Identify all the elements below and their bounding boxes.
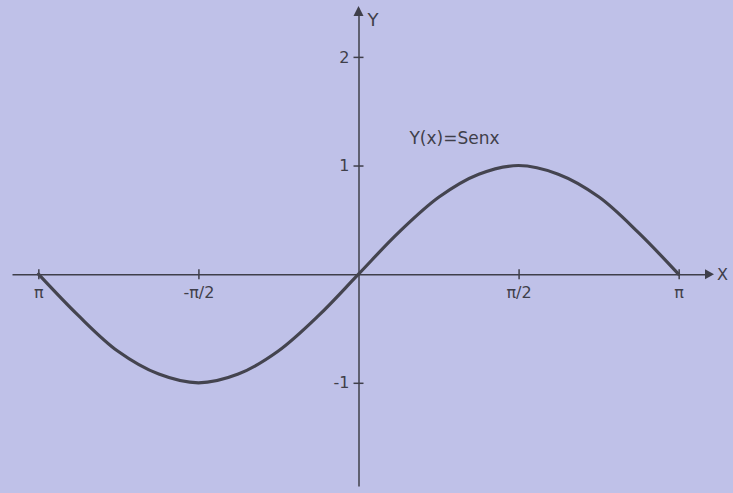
background <box>0 0 733 493</box>
x-tick-label: π <box>674 283 684 302</box>
y-axis: -1 1 2 <box>334 9 364 487</box>
y-axis-title: Y <box>367 9 380 30</box>
curve-annotation: Y(x)=Senx <box>408 128 499 148</box>
y-tick-label: 2 <box>339 48 349 67</box>
x-axis-title: X <box>717 265 728 284</box>
x-tick: π/2 <box>506 269 531 301</box>
chart: -1 1 2 π -π/2 π/2 π Y X Y(x)=Senx <box>0 0 733 493</box>
y-tick: 2 <box>339 48 363 67</box>
x-tick-label: -π/2 <box>183 283 214 302</box>
plot-area <box>38 166 678 383</box>
y-arrow <box>354 6 364 16</box>
y-tick: -1 <box>334 373 364 392</box>
x-tick: -π/2 <box>183 269 214 301</box>
y-tick-mark <box>354 57 364 59</box>
y-tick-mark <box>354 383 364 385</box>
y-tick: 1 <box>339 156 363 175</box>
y-axis-line <box>358 9 360 487</box>
x-tick-label: π <box>34 283 44 302</box>
y-tick-label: -1 <box>334 373 350 392</box>
y-tick-mark <box>354 165 364 167</box>
sine-curve <box>38 166 678 383</box>
x-tick-mark <box>518 269 520 279</box>
x-tick-mark <box>198 269 200 279</box>
x-arrow <box>705 269 714 279</box>
y-tick-label: 1 <box>339 156 349 175</box>
x-tick-label: π/2 <box>506 283 531 302</box>
